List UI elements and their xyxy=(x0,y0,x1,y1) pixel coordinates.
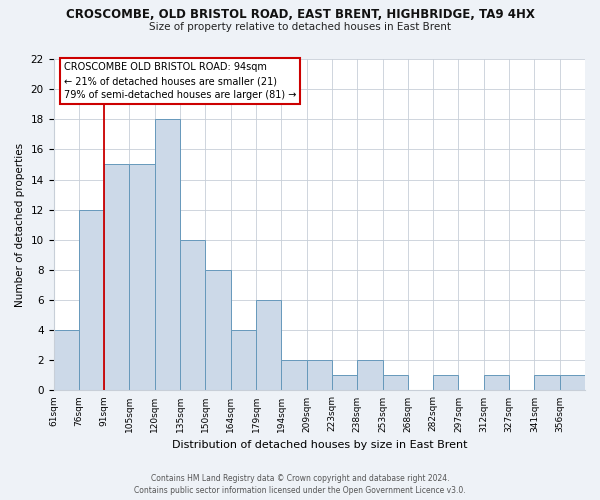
Text: Size of property relative to detached houses in East Brent: Size of property relative to detached ho… xyxy=(149,22,451,32)
Bar xyxy=(256,300,281,390)
Bar xyxy=(230,330,256,390)
X-axis label: Distribution of detached houses by size in East Brent: Distribution of detached houses by size … xyxy=(172,440,467,450)
Bar xyxy=(104,164,130,390)
Bar xyxy=(357,360,383,390)
Bar xyxy=(383,376,408,390)
Bar xyxy=(535,376,560,390)
Text: Contains HM Land Registry data © Crown copyright and database right 2024.
Contai: Contains HM Land Registry data © Crown c… xyxy=(134,474,466,495)
Bar xyxy=(180,240,205,390)
Bar xyxy=(79,210,104,390)
Text: CROSCOMBE, OLD BRISTOL ROAD, EAST BRENT, HIGHBRIDGE, TA9 4HX: CROSCOMBE, OLD BRISTOL ROAD, EAST BRENT,… xyxy=(65,8,535,20)
Bar xyxy=(433,376,458,390)
Bar xyxy=(332,376,357,390)
Bar xyxy=(130,164,155,390)
Y-axis label: Number of detached properties: Number of detached properties xyxy=(15,142,25,307)
Bar xyxy=(205,270,230,390)
Bar xyxy=(307,360,332,390)
Text: CROSCOMBE OLD BRISTOL ROAD: 94sqm
← 21% of detached houses are smaller (21)
79% : CROSCOMBE OLD BRISTOL ROAD: 94sqm ← 21% … xyxy=(64,62,296,100)
Bar xyxy=(53,330,79,390)
Bar xyxy=(155,120,180,390)
Bar xyxy=(484,376,509,390)
Bar xyxy=(560,376,585,390)
Bar xyxy=(281,360,307,390)
